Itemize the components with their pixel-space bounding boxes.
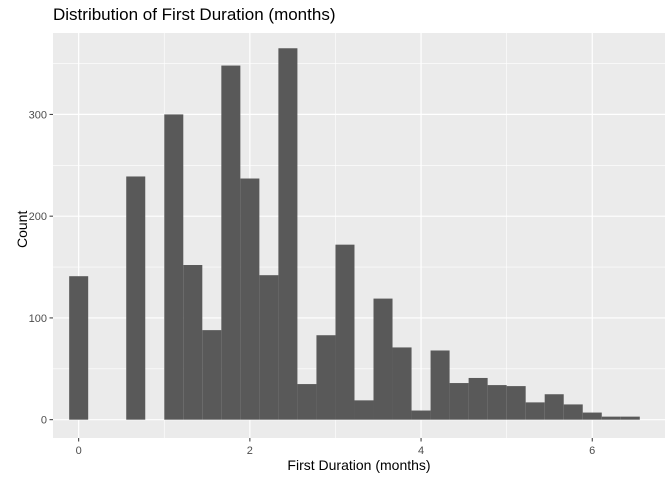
- histogram-bar: [373, 298, 393, 420]
- histogram-bar: [297, 384, 317, 420]
- histogram-bar: [582, 412, 602, 420]
- y-tick-label: 300: [29, 109, 47, 121]
- histogram-bar: [506, 386, 526, 420]
- histogram-bar: [620, 416, 640, 420]
- histogram-bar: [183, 265, 203, 420]
- x-tick-label: 6: [589, 445, 595, 457]
- y-tick-label: 0: [41, 415, 47, 427]
- y-tick-label: 200: [29, 211, 47, 223]
- x-axis-ticks: 0 2 4 6: [76, 438, 595, 457]
- histogram-bar: [354, 400, 374, 420]
- histogram-bar: [164, 114, 184, 420]
- histogram-bar: [601, 416, 621, 420]
- histogram-bar: [468, 377, 488, 420]
- histogram-bar: [69, 276, 89, 420]
- histogram-bar: [240, 178, 260, 420]
- x-tick-label: 0: [76, 445, 82, 457]
- histogram-bar: [525, 402, 545, 420]
- x-tick-label: 2: [247, 445, 253, 457]
- histogram-bar: [430, 350, 450, 420]
- histogram-bar: [392, 347, 412, 420]
- histogram-bar: [316, 335, 336, 420]
- histogram-bar: [411, 410, 431, 420]
- chart-title: Distribution of First Duration (months): [53, 5, 336, 24]
- histogram-bar: [563, 404, 583, 420]
- histogram-bar: [259, 275, 279, 420]
- y-axis-ticks: 0 100 200 300: [29, 109, 53, 427]
- x-axis-title: First Duration (months): [287, 457, 430, 473]
- histogram-bars: [69, 48, 640, 420]
- histogram-bar: [544, 394, 564, 420]
- histogram-bar: [487, 385, 507, 420]
- histogram-bar: [202, 330, 222, 420]
- histogram-bar: [221, 65, 241, 420]
- x-tick-label: 4: [418, 445, 424, 457]
- histogram-bar: [335, 244, 355, 420]
- histogram-bar: [449, 383, 469, 420]
- y-tick-label: 100: [29, 313, 47, 325]
- histogram-bar: [278, 48, 298, 420]
- histogram-bar: [126, 176, 146, 420]
- plot-panel: [53, 33, 665, 438]
